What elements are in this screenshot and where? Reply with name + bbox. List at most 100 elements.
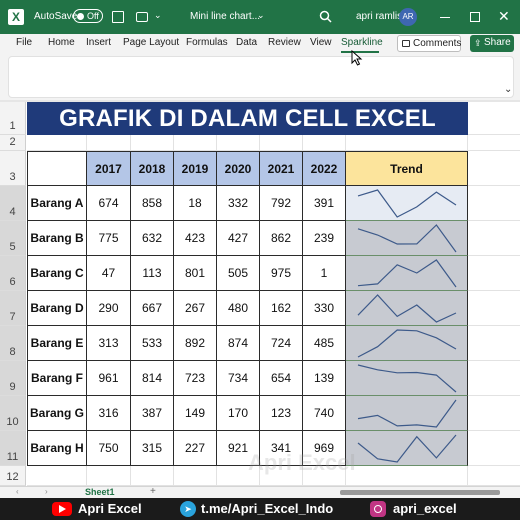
row-header[interactable]: 9 <box>0 361 26 396</box>
value-cell[interactable]: 921 <box>217 431 260 466</box>
sparkline-cell[interactable] <box>346 326 468 361</box>
value-cell[interactable]: 862 <box>260 221 303 256</box>
item-name-cell[interactable]: Barang C <box>27 256 87 291</box>
row-header[interactable]: 8 <box>0 326 26 361</box>
row-header[interactable]: 10 <box>0 396 26 431</box>
file-title[interactable]: Mini line chart... <box>190 11 261 22</box>
row-header[interactable]: 12 <box>0 466 26 486</box>
sheet-nav-right-icon[interactable]: › <box>45 487 48 496</box>
value-cell[interactable]: 1 <box>303 256 346 291</box>
value-cell[interactable]: 391 <box>303 186 346 221</box>
value-cell[interactable]: 792 <box>260 186 303 221</box>
title-chevron-down-icon[interactable]: ⌄ <box>257 10 265 20</box>
worksheet-grid[interactable]: 1 2 3 4 5 6 7 8 9 10 11 12 GRAFIK DI DALAM CELL EXC… <box>0 102 520 486</box>
row-header[interactable]: 3 <box>0 151 26 186</box>
sparkline-cell[interactable] <box>346 431 468 466</box>
sparkline-cell[interactable] <box>346 186 468 221</box>
tab-home[interactable]: Home <box>48 37 75 48</box>
value-cell[interactable]: 674 <box>87 186 131 221</box>
value-cell[interactable]: 267 <box>174 291 217 326</box>
row-header[interactable]: 7 <box>0 291 26 326</box>
value-cell[interactable]: 892 <box>174 326 217 361</box>
share-button[interactable]: ⇪ Share <box>470 35 514 52</box>
autosave-toggle[interactable]: Off <box>73 9 103 23</box>
value-cell[interactable]: 239 <box>303 221 346 256</box>
value-cell[interactable]: 740 <box>303 396 346 431</box>
year-header-cell[interactable]: 2020 <box>217 151 260 186</box>
year-header-cell[interactable]: 2019 <box>174 151 217 186</box>
value-cell[interactable]: 961 <box>87 361 131 396</box>
sheet-nav-left-icon[interactable]: ‹ <box>16 487 19 496</box>
tab-file[interactable]: File <box>16 37 33 48</box>
row-header[interactable]: 6 <box>0 256 26 291</box>
title-banner[interactable]: GRAFIK DI DALAM CELL EXCEL <box>27 102 468 135</box>
value-cell[interactable]: 313 <box>87 326 131 361</box>
year-header-cell[interactable]: 2018 <box>131 151 174 186</box>
value-cell[interactable]: 801 <box>174 256 217 291</box>
horizontal-scrollbar[interactable] <box>340 490 500 495</box>
item-name-cell[interactable]: Barang H <box>27 431 87 466</box>
camera-icon[interactable] <box>136 12 148 22</box>
tab-sparkline[interactable]: Sparkline <box>341 37 383 48</box>
row-header[interactable]: 11 <box>0 431 26 466</box>
value-cell[interactable]: 18 <box>174 186 217 221</box>
value-cell[interactable]: 667 <box>131 291 174 326</box>
value-cell[interactable]: 485 <box>303 326 346 361</box>
value-cell[interactable]: 874 <box>217 326 260 361</box>
value-cell[interactable]: 858 <box>131 186 174 221</box>
value-cell[interactable]: 227 <box>174 431 217 466</box>
value-cell[interactable]: 427 <box>217 221 260 256</box>
value-cell[interactable]: 387 <box>131 396 174 431</box>
tab-formulas[interactable]: Formulas <box>186 37 228 48</box>
search-icon[interactable] <box>319 10 332 23</box>
sparkline-cell[interactable] <box>346 361 468 396</box>
value-cell[interactable]: 113 <box>131 256 174 291</box>
row-header[interactable]: 1 <box>0 102 26 135</box>
avatar[interactable]: AR <box>399 8 417 26</box>
value-cell[interactable]: 632 <box>131 221 174 256</box>
value-cell[interactable]: 123 <box>260 396 303 431</box>
value-cell[interactable]: 139 <box>303 361 346 396</box>
value-cell[interactable]: 723 <box>174 361 217 396</box>
item-name-cell[interactable]: Barang D <box>27 291 87 326</box>
tab-view[interactable]: View <box>310 37 332 48</box>
blank-header-cell[interactable] <box>27 151 87 186</box>
value-cell[interactable]: 332 <box>217 186 260 221</box>
tab-review[interactable]: Review <box>268 37 301 48</box>
value-cell[interactable]: 775 <box>87 221 131 256</box>
item-name-cell[interactable]: Barang G <box>27 396 87 431</box>
minimize-icon[interactable] <box>440 17 450 18</box>
value-cell[interactable]: 330 <box>303 291 346 326</box>
value-cell[interactable]: 170 <box>217 396 260 431</box>
sparkline-cell[interactable] <box>346 256 468 291</box>
item-name-cell[interactable]: Barang E <box>27 326 87 361</box>
save-icon[interactable] <box>112 11 124 23</box>
value-cell[interactable]: 724 <box>260 326 303 361</box>
value-cell[interactable]: 975 <box>260 256 303 291</box>
value-cell[interactable]: 315 <box>131 431 174 466</box>
tab-data[interactable]: Data <box>236 37 258 48</box>
comments-button[interactable]: Comments <box>397 35 461 52</box>
row-header[interactable]: 5 <box>0 221 26 256</box>
year-header-cell[interactable]: 2017 <box>87 151 131 186</box>
year-header-cell[interactable]: 2022 <box>303 151 346 186</box>
close-icon[interactable]: ✕ <box>498 8 510 24</box>
value-cell[interactable]: 750 <box>87 431 131 466</box>
sheet-tab-sheet1[interactable]: Sheet1 <box>85 487 115 497</box>
ribbon-expand-chevron-icon[interactable]: ⌄ <box>504 84 513 95</box>
tab-page-layout[interactable]: Page Layout <box>123 37 180 48</box>
value-cell[interactable]: 341 <box>260 431 303 466</box>
value-cell[interactable]: 480 <box>217 291 260 326</box>
value-cell[interactable]: 814 <box>131 361 174 396</box>
sparkline-cell[interactable] <box>346 291 468 326</box>
value-cell[interactable]: 734 <box>217 361 260 396</box>
tab-insert[interactable]: Insert <box>86 37 112 48</box>
item-name-cell[interactable]: Barang B <box>27 221 87 256</box>
value-cell[interactable]: 47 <box>87 256 131 291</box>
value-cell[interactable]: 969 <box>303 431 346 466</box>
item-name-cell[interactable]: Barang A <box>27 186 87 221</box>
sparkline-cell[interactable] <box>346 396 468 431</box>
year-header-cell[interactable]: 2021 <box>260 151 303 186</box>
item-name-cell[interactable]: Barang F <box>27 361 87 396</box>
value-cell[interactable]: 162 <box>260 291 303 326</box>
